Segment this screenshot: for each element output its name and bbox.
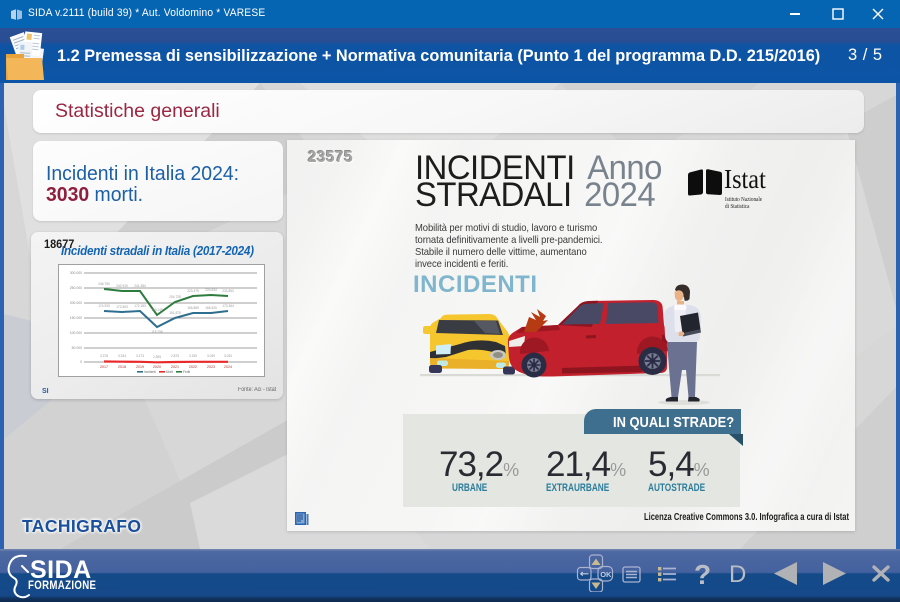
svg-text:2018: 2018 bbox=[118, 365, 126, 369]
svg-text:3.378: 3.378 bbox=[100, 354, 108, 358]
svg-text:100.000: 100.000 bbox=[70, 331, 82, 335]
svg-text:2017: 2017 bbox=[100, 365, 108, 369]
svg-text:3.159: 3.159 bbox=[189, 354, 197, 358]
svg-text:2024: 2024 bbox=[224, 365, 232, 369]
svg-text:3.334: 3.334 bbox=[118, 354, 126, 358]
svg-text:204.728: 204.728 bbox=[169, 295, 181, 299]
svg-text:224.634: 224.634 bbox=[205, 288, 217, 292]
svg-text:Morti: Morti bbox=[166, 370, 173, 374]
svg-text:200.000: 200.000 bbox=[70, 301, 82, 305]
svg-text:2023: 2023 bbox=[207, 365, 215, 369]
svg-text:246.750: 246.750 bbox=[98, 282, 110, 286]
svg-text:250.000: 250.000 bbox=[70, 286, 82, 290]
svg-text:2.395: 2.395 bbox=[153, 355, 161, 359]
svg-text:50.000: 50.000 bbox=[72, 346, 82, 350]
svg-text:159.249: 159.249 bbox=[151, 308, 163, 312]
svg-text:Feriti: Feriti bbox=[183, 370, 190, 374]
svg-text:223.475: 223.475 bbox=[187, 289, 199, 293]
svg-text:174.933: 174.933 bbox=[98, 304, 110, 308]
svg-text:242.919: 242.919 bbox=[116, 284, 128, 288]
svg-text:3.039: 3.039 bbox=[207, 354, 215, 358]
svg-text:118.298: 118.298 bbox=[151, 330, 163, 334]
svg-text:0: 0 bbox=[80, 360, 82, 364]
svg-text:2.875: 2.875 bbox=[171, 354, 179, 358]
svg-text:172.553: 172.553 bbox=[116, 305, 128, 309]
svg-text:173.364: 173.364 bbox=[222, 304, 234, 308]
svg-text:150.000: 150.000 bbox=[70, 316, 82, 320]
svg-text:2019: 2019 bbox=[136, 365, 144, 369]
svg-text:166.525: 166.525 bbox=[205, 306, 217, 310]
svg-text:3.030: 3.030 bbox=[224, 354, 232, 358]
svg-text:172.183: 172.183 bbox=[134, 304, 146, 308]
svg-text:241.384: 241.384 bbox=[134, 284, 146, 288]
svg-text:2022: 2022 bbox=[189, 365, 197, 369]
svg-text:2020: 2020 bbox=[153, 365, 161, 369]
svg-text:2021: 2021 bbox=[171, 365, 179, 369]
svg-text:233.853: 233.853 bbox=[222, 289, 234, 293]
svg-text:165.889: 165.889 bbox=[187, 306, 199, 310]
svg-text:300.000: 300.000 bbox=[70, 271, 82, 275]
svg-text:Incidenti: Incidenti bbox=[144, 370, 156, 374]
svg-text:OK: OK bbox=[600, 570, 612, 579]
svg-text:3.173: 3.173 bbox=[136, 354, 144, 358]
svg-text:151.875: 151.875 bbox=[169, 311, 181, 315]
